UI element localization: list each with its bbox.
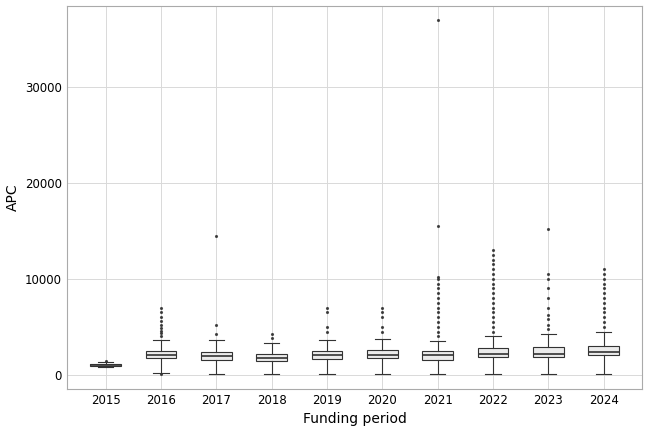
PathPatch shape	[312, 351, 342, 359]
PathPatch shape	[91, 364, 121, 366]
Y-axis label: APC: APC	[6, 184, 19, 211]
PathPatch shape	[146, 351, 176, 359]
PathPatch shape	[422, 351, 453, 360]
PathPatch shape	[478, 348, 508, 357]
PathPatch shape	[367, 350, 398, 359]
PathPatch shape	[257, 353, 287, 361]
PathPatch shape	[588, 346, 619, 356]
X-axis label: Funding period: Funding period	[303, 413, 407, 426]
PathPatch shape	[533, 347, 564, 357]
PathPatch shape	[201, 352, 231, 360]
